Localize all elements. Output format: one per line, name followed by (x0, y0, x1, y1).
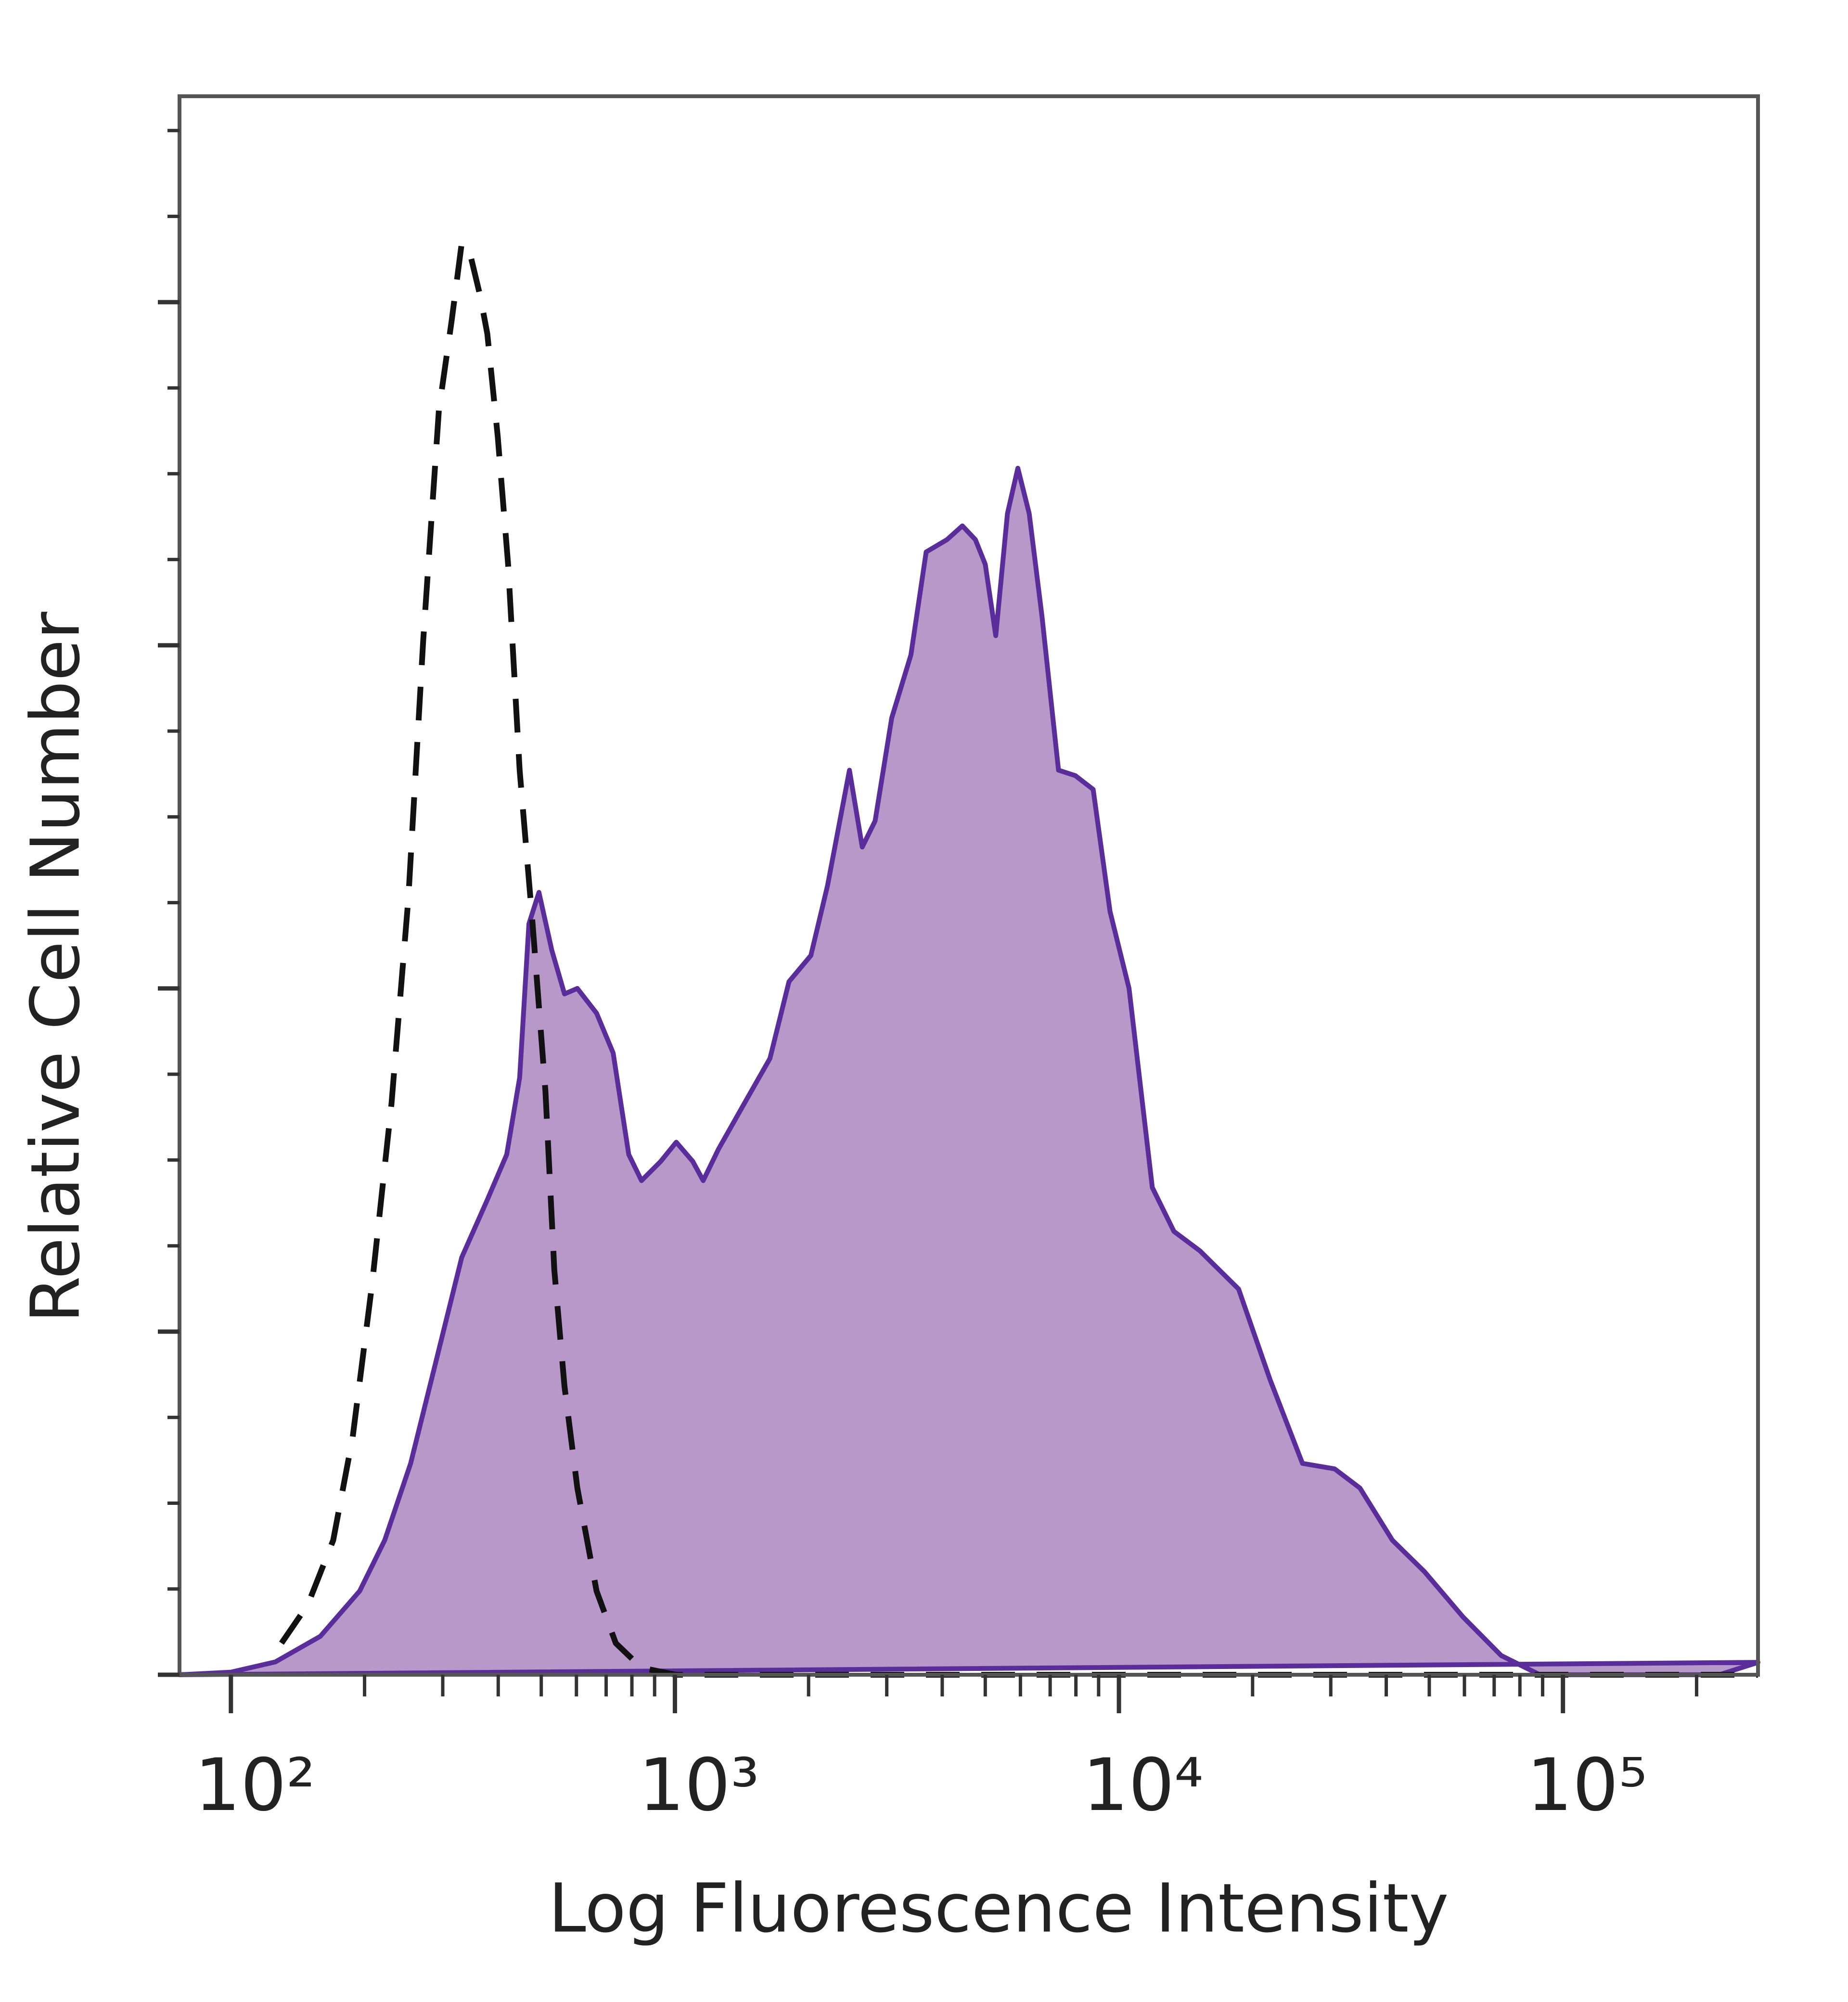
x-tick-label: 10⁵ (1527, 1744, 1647, 1827)
dashed-histogram (279, 240, 1758, 1678)
plot-frame (178, 94, 1760, 1677)
filled-histogram (177, 465, 1760, 1677)
x-tick-label: 10⁴ (1083, 1744, 1204, 1827)
x-tick-label: 10³ (639, 1744, 759, 1827)
x-tick-label: 10² (194, 1744, 315, 1827)
y-axis-label: Relative Cell Number (17, 612, 95, 1323)
x-axis-label: Log Fluorescence Intensity (549, 1870, 1449, 1948)
